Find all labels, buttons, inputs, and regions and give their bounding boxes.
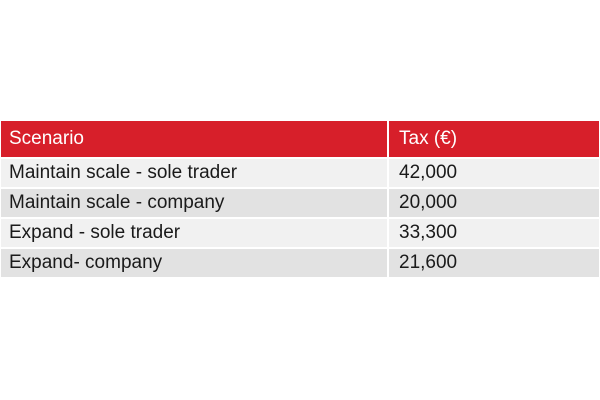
- tax-cell: 42,000: [387, 157, 599, 187]
- tax-scenarios-table: Scenario Tax (€) Maintain scale - sole t…: [1, 121, 599, 277]
- table-body: Maintain scale - sole trader 42,000 Main…: [1, 157, 599, 277]
- table-row: Maintain scale - company 20,000: [1, 187, 599, 217]
- table-row: Expand- company 21,600: [1, 247, 599, 277]
- tax-cell: 33,300: [387, 217, 599, 247]
- tax-cell: 21,600: [387, 247, 599, 277]
- table-row: Expand - sole trader 33,300: [1, 217, 599, 247]
- header-tax: Tax (€): [387, 121, 599, 157]
- scenario-cell: Expand - sole trader: [1, 217, 387, 247]
- header-row: Scenario Tax (€): [1, 121, 599, 157]
- header-scenario: Scenario: [1, 121, 387, 157]
- scenario-cell: Maintain scale - sole trader: [1, 157, 387, 187]
- tax-cell: 20,000: [387, 187, 599, 217]
- scenario-cell: Maintain scale - company: [1, 187, 387, 217]
- table-header: Scenario Tax (€): [1, 121, 599, 157]
- table-row: Maintain scale - sole trader 42,000: [1, 157, 599, 187]
- scenario-cell: Expand- company: [1, 247, 387, 277]
